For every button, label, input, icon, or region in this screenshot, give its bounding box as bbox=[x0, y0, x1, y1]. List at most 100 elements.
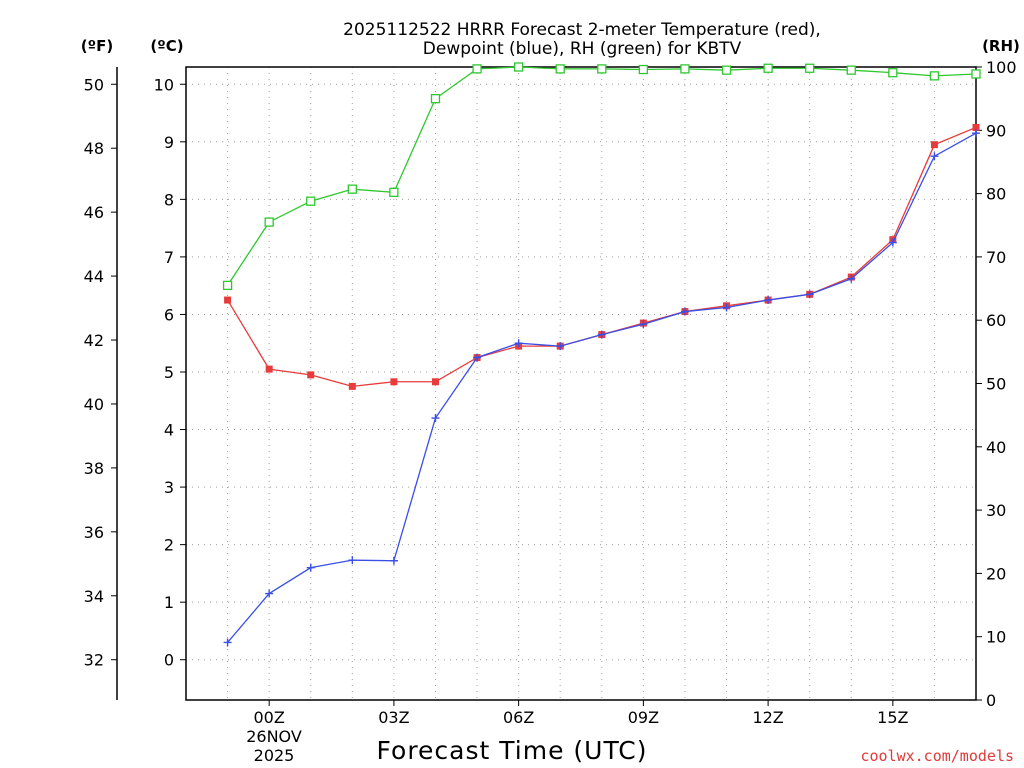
dewpoint-point bbox=[473, 353, 482, 362]
rh-unit-label: (RH) bbox=[982, 37, 1020, 55]
rh-point bbox=[638, 64, 649, 75]
dewpoint-point bbox=[431, 414, 440, 423]
fahrenheit-tick-label: 38 bbox=[84, 459, 104, 478]
chart-title-line-2: Dewpoint (blue), RH (green) for KBTV bbox=[423, 39, 742, 59]
rh-point bbox=[805, 63, 815, 73]
celsius-unit-label: (ºC) bbox=[150, 37, 183, 55]
dewpoint-point bbox=[888, 238, 897, 247]
celsius-tick-label: 0 bbox=[164, 651, 174, 670]
dewpoint-point bbox=[805, 290, 814, 299]
x-tick-label: 09Z bbox=[628, 708, 659, 727]
celsius-tick-label: 2 bbox=[164, 536, 174, 555]
dewpoint-point bbox=[556, 342, 565, 351]
grid-lines bbox=[186, 67, 976, 700]
rh-tick-label: 30 bbox=[986, 501, 1006, 520]
rh-tick-label: 40 bbox=[986, 438, 1006, 457]
x-tick-label: 03Z bbox=[378, 708, 409, 727]
rh-point bbox=[389, 187, 399, 197]
dewpoint-line bbox=[227, 132, 977, 643]
celsius-tick-label: 9 bbox=[164, 133, 174, 152]
dewpoint-point bbox=[680, 307, 689, 316]
celsius-tick-label: 6 bbox=[164, 305, 174, 324]
rh-tick-label: 20 bbox=[986, 564, 1006, 583]
rh-point bbox=[971, 69, 981, 79]
celsius-tick-label: 8 bbox=[164, 190, 174, 209]
dewpoint-point bbox=[223, 638, 232, 647]
celsius-tick-label: 5 bbox=[164, 363, 174, 382]
rh-tick-label: 10 bbox=[986, 628, 1006, 647]
credit-link[interactable]: coolwx.com/models bbox=[860, 747, 1014, 765]
dewpoint-point bbox=[348, 556, 357, 565]
rh-tick-label: 90 bbox=[986, 121, 1006, 140]
fahrenheit-tick-label: 44 bbox=[84, 267, 104, 286]
rh-tick-label: 80 bbox=[986, 185, 1006, 204]
rh-point bbox=[513, 62, 524, 72]
rh-point bbox=[888, 68, 898, 78]
chart-title-line-1: 2025112522 HRRR Forecast 2-meter Tempera… bbox=[343, 20, 821, 40]
celsius-tick-label: 3 bbox=[164, 478, 174, 497]
dewpoint-point bbox=[764, 296, 773, 305]
rh-point bbox=[264, 217, 274, 227]
celsius-tick-label: 1 bbox=[164, 593, 174, 612]
dewpoint-point bbox=[389, 556, 398, 565]
2-meter-temperature-point bbox=[390, 378, 398, 386]
2-meter-temperature-point bbox=[265, 365, 273, 373]
celsius-tick-label: 10 bbox=[154, 75, 174, 94]
2-meter-temperature-point bbox=[224, 296, 232, 304]
x-tick-label: 00Z bbox=[253, 708, 284, 727]
fahrenheit-unit-label: (ºF) bbox=[81, 37, 113, 55]
x-tick-label: 12Z bbox=[752, 708, 783, 727]
fahrenheit-tick-label: 50 bbox=[84, 75, 104, 94]
rh-point bbox=[472, 64, 482, 74]
date-label-day: 26NOV bbox=[246, 727, 302, 746]
x-tick-label: 15Z bbox=[877, 708, 908, 727]
fahrenheit-tick-label: 42 bbox=[84, 331, 104, 350]
dewpoint-point bbox=[722, 303, 731, 312]
rh-tick-label: 70 bbox=[986, 248, 1006, 267]
celsius-tick-label: 4 bbox=[164, 421, 174, 440]
fahrenheit-tick-label: 40 bbox=[84, 395, 104, 414]
2-meter-temperature-point bbox=[972, 123, 980, 131]
rh-point bbox=[721, 65, 732, 75]
2-meter-temperature-point bbox=[348, 382, 356, 390]
dewpoint-point bbox=[597, 330, 606, 339]
plot-frame bbox=[185, 66, 977, 701]
rh-point bbox=[846, 65, 856, 75]
dewpoint-point bbox=[972, 129, 980, 138]
rh-point bbox=[680, 64, 690, 74]
dewpoint-point bbox=[306, 563, 315, 572]
rh-point bbox=[430, 94, 441, 104]
2-meter-temperature-point bbox=[307, 371, 315, 379]
rh-tick-label: 100 bbox=[986, 58, 1017, 77]
fahrenheit-tick-label: 32 bbox=[84, 651, 104, 670]
rh-tick-label: 50 bbox=[986, 375, 1006, 394]
rh-point bbox=[763, 63, 773, 73]
tick-labels: 0123456789103234363840424446485001020304… bbox=[84, 58, 1017, 727]
2-meter-temperature-point bbox=[431, 378, 439, 386]
rh-point bbox=[222, 280, 233, 291]
x-axis-label: Forecast Time (UTC) bbox=[377, 736, 648, 765]
2-meter-temperature-line bbox=[227, 126, 977, 388]
fahrenheit-tick-label: 46 bbox=[84, 203, 104, 222]
rh-point bbox=[347, 184, 357, 194]
fahrenheit-tick-label: 34 bbox=[84, 587, 104, 606]
date-label-year: 2025 bbox=[254, 746, 295, 765]
data-series bbox=[222, 62, 981, 647]
rh-tick-label: 60 bbox=[986, 311, 1006, 330]
dewpoint-point bbox=[514, 339, 523, 348]
dewpoint-point bbox=[930, 152, 939, 161]
axes bbox=[111, 66, 982, 706]
rh-point bbox=[929, 71, 940, 81]
celsius-tick-label: 7 bbox=[164, 248, 174, 267]
x-tick-label: 06Z bbox=[503, 708, 534, 727]
fahrenheit-tick-label: 48 bbox=[84, 139, 104, 158]
2-meter-temperature-point bbox=[930, 141, 938, 149]
fahrenheit-tick-label: 36 bbox=[84, 523, 104, 542]
dewpoint-point bbox=[265, 589, 274, 598]
rh-point bbox=[306, 196, 316, 206]
dewpoint-point bbox=[847, 274, 856, 283]
rh-point bbox=[597, 64, 607, 74]
dewpoint-point bbox=[639, 320, 648, 329]
rh-tick-label: 0 bbox=[986, 691, 996, 710]
